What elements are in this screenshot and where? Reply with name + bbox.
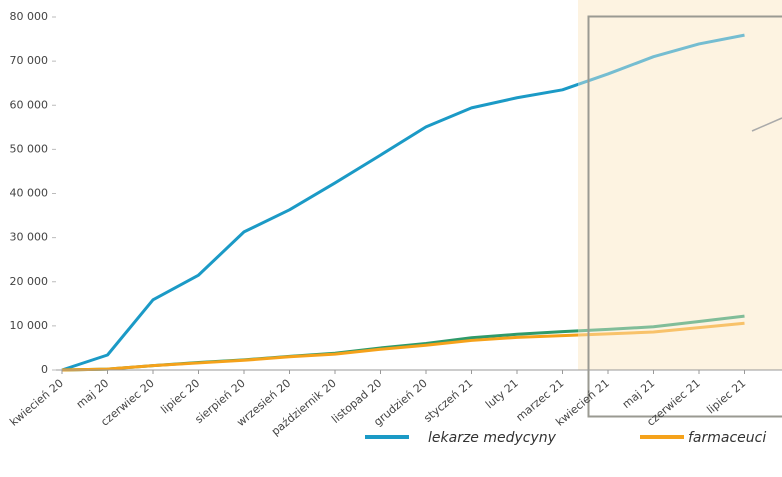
y-tick-label: 20 000 <box>10 275 49 288</box>
annotation-line <box>751 117 782 132</box>
series-line <box>61 321 745 372</box>
legend-label: farmaceuci <box>688 430 766 446</box>
x-tick-label: styczeń 21 <box>421 377 475 425</box>
highlight-overlay <box>578 0 782 370</box>
y-tick-label: 0 <box>41 363 48 376</box>
y-tick-label: 80 000 <box>10 10 49 23</box>
y-tick-label: 70 000 <box>10 54 49 67</box>
y-tick-label: 10 000 <box>10 319 49 332</box>
x-tick-label: maj 21 <box>620 377 657 411</box>
series-line <box>61 33 745 372</box>
highlight-area <box>578 0 782 370</box>
y-tick-label: 50 000 <box>10 142 49 155</box>
legend-label: lekarze medycyny <box>428 430 557 446</box>
y-tick-label: 60 000 <box>10 98 49 111</box>
y-tick-label: 40 000 <box>10 187 49 200</box>
x-tick-label: kwiecień 20 <box>7 377 66 429</box>
y-tick-label: 30 000 <box>10 231 49 244</box>
x-tick-label: luty 21 <box>483 377 521 412</box>
x-tick-label: lipiec 20 <box>158 377 202 417</box>
x-tick-label: lipiec 21 <box>704 377 748 417</box>
highlight-frame <box>587 15 782 418</box>
x-tick-label: maj 20 <box>74 377 111 411</box>
